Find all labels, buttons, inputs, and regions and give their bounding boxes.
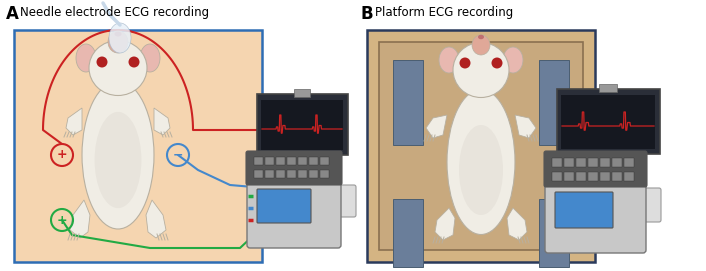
FancyBboxPatch shape [256,93,347,154]
Bar [564,158,574,167]
Bar [552,172,562,181]
Text: +: + [56,149,67,162]
Text: Needle electrode ECG recording: Needle electrode ECG recording [20,6,209,19]
Ellipse shape [140,44,160,72]
Bar [539,199,569,267]
Bar [624,172,634,181]
Ellipse shape [95,112,141,208]
Bar [276,170,285,178]
FancyBboxPatch shape [247,152,341,248]
Polygon shape [426,115,447,138]
Bar [612,158,622,167]
Text: −: − [173,149,184,162]
Bar [298,170,307,178]
Polygon shape [70,200,90,238]
Bar [320,157,329,165]
Polygon shape [66,108,82,135]
Bar [588,172,598,181]
FancyBboxPatch shape [257,189,311,223]
Ellipse shape [114,31,121,37]
Text: Platform ECG recording: Platform ECG recording [375,6,513,19]
Bar [265,157,274,165]
Bar [298,157,307,165]
Ellipse shape [447,89,515,234]
Bar [309,170,318,178]
FancyBboxPatch shape [544,151,647,187]
Ellipse shape [478,35,484,39]
Ellipse shape [503,47,523,73]
Polygon shape [154,108,170,135]
Polygon shape [146,200,166,238]
Bar [552,158,562,167]
Bar [588,158,598,167]
Polygon shape [435,208,455,240]
Circle shape [460,57,470,69]
Bar [539,60,569,145]
Bar [576,158,586,167]
Bar [14,30,262,262]
Bar [576,172,586,181]
Polygon shape [507,208,527,240]
FancyBboxPatch shape [639,188,661,222]
Bar [287,157,296,165]
Bar [612,172,622,181]
Bar [294,89,310,97]
Bar [564,172,574,181]
Bar [393,199,423,267]
Bar [393,60,423,145]
Ellipse shape [76,44,96,72]
Circle shape [97,56,107,67]
Ellipse shape [439,47,459,73]
Bar [600,158,610,167]
Circle shape [491,57,503,69]
Ellipse shape [109,23,131,53]
Ellipse shape [89,40,147,95]
Bar [265,170,274,178]
Bar [309,157,318,165]
Bar [600,172,610,181]
FancyBboxPatch shape [334,185,356,217]
Bar [276,157,285,165]
Bar [379,42,583,250]
Circle shape [128,56,140,67]
Bar [254,170,263,178]
Bar [320,170,329,178]
Bar [561,95,655,149]
Ellipse shape [472,35,490,55]
Text: B: B [360,5,373,23]
Bar [254,157,263,165]
Bar [599,84,617,92]
Polygon shape [515,115,536,138]
Ellipse shape [82,81,154,229]
Bar [367,30,595,262]
FancyBboxPatch shape [246,151,342,185]
Ellipse shape [453,43,509,98]
Bar [287,170,296,178]
Ellipse shape [108,31,128,53]
Ellipse shape [459,125,503,215]
Text: A: A [6,5,19,23]
FancyBboxPatch shape [556,89,659,153]
Text: +: + [56,214,67,227]
FancyBboxPatch shape [545,152,646,253]
FancyBboxPatch shape [555,192,613,228]
Bar [261,100,343,150]
Bar [624,158,634,167]
